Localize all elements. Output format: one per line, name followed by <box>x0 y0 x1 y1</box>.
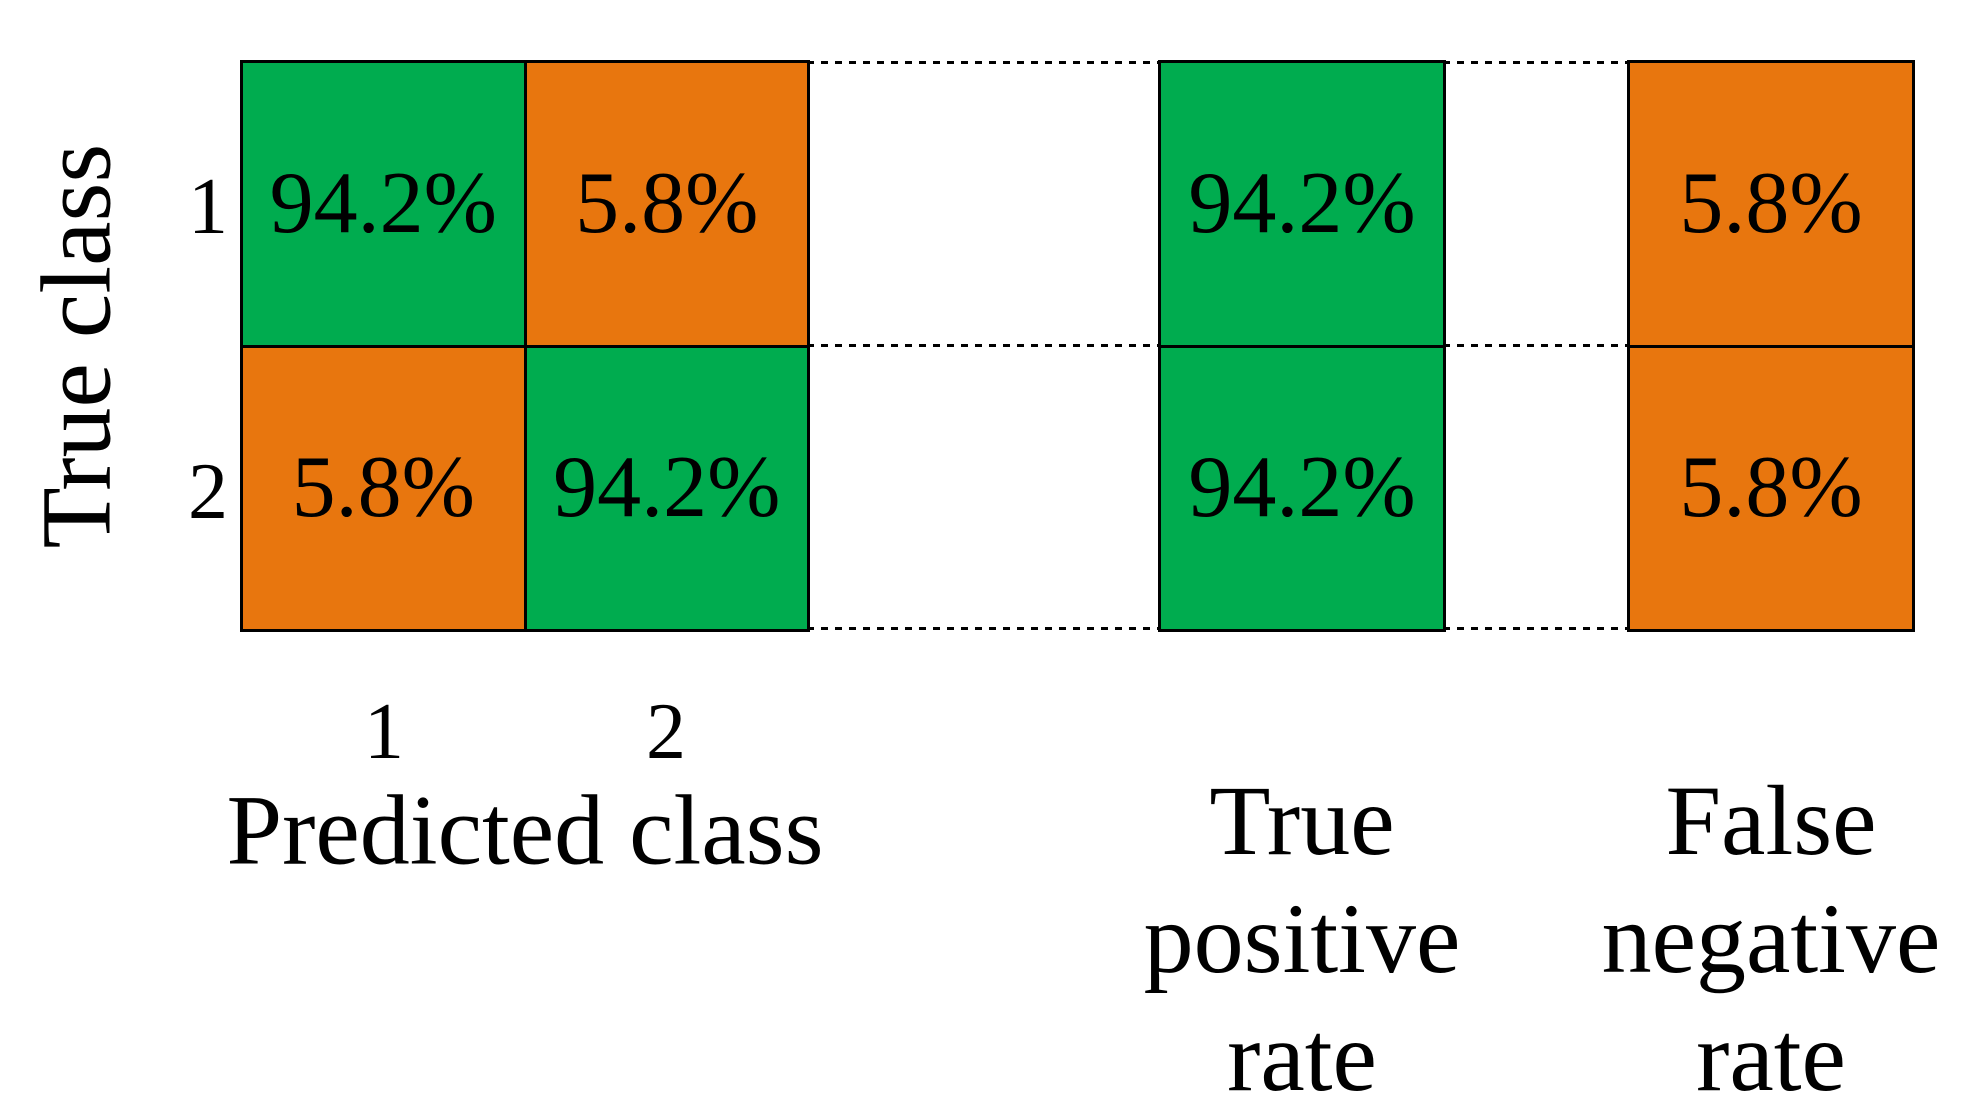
fnr-label-line-2: negative <box>1601 883 1941 994</box>
matrix-cell-true1-pred2: 5.8% <box>526 63 807 345</box>
x-tick-2: 2 <box>646 688 686 776</box>
fnr-column-label: False negative rate <box>1602 762 1941 1116</box>
true-positive-rate-column: 94.2% 94.2% <box>1158 60 1446 632</box>
y-tick-1: 1 <box>188 163 228 251</box>
dashed-connector-middle-gap2 <box>1443 344 1630 347</box>
dashed-connector-bottom-gap2 <box>1443 627 1630 630</box>
tpr-label-line-1: True <box>1209 765 1395 876</box>
dashed-connector-bottom-gap1 <box>807 627 1161 630</box>
fnr-cell-true1: 5.8% <box>1630 63 1912 345</box>
x-axis-label: Predicted class <box>226 774 824 886</box>
y-axis-label: True class <box>20 143 132 549</box>
tpr-label-line-2: positive <box>1143 883 1461 994</box>
matrix-cell-true1-pred1: 94.2% <box>243 63 524 345</box>
false-negative-rate-column: 5.8% 5.8% <box>1627 60 1915 632</box>
matrix-cell-true2-pred1: 5.8% <box>243 347 524 629</box>
x-tick-1: 1 <box>364 688 404 776</box>
confusion-matrix-grid: 94.2% 5.8% 5.8% 94.2% <box>240 60 810 632</box>
tpr-column-label: True positive rate <box>1144 762 1461 1116</box>
matrix-cell-true2-pred2: 94.2% <box>526 347 807 629</box>
dashed-connector-top-gap2 <box>1443 61 1630 64</box>
fnr-label-line-1: False <box>1665 765 1877 876</box>
tpr-cell-true1: 94.2% <box>1161 63 1443 345</box>
y-tick-2: 2 <box>188 448 228 536</box>
fnr-cell-true2: 5.8% <box>1630 347 1912 629</box>
fnr-label-line-3: rate <box>1696 1001 1846 1112</box>
tpr-cell-true2: 94.2% <box>1161 347 1443 629</box>
dashed-connector-top-gap1 <box>807 61 1161 64</box>
tpr-label-line-3: rate <box>1227 1001 1377 1112</box>
dashed-connector-middle-gap1 <box>807 344 1161 347</box>
